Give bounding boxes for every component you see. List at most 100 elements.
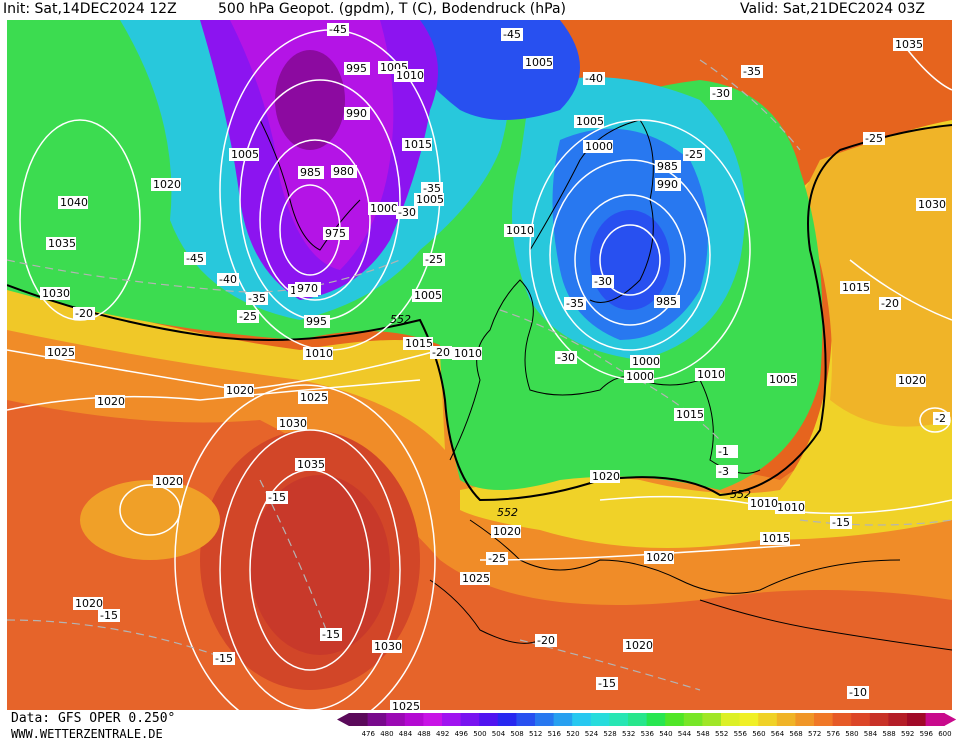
legend-swatch: [590, 713, 610, 726]
pressure-label: 1025: [300, 391, 328, 404]
temperature-label: -15: [322, 628, 340, 641]
data-source: Data: GFS OPER 0.250°: [11, 711, 176, 726]
legend-swatch: [814, 713, 834, 726]
legend-swatch: [516, 713, 536, 726]
legend-tick-label: 572: [808, 730, 821, 738]
pressure-label: 985: [657, 160, 678, 173]
legend-tick-label: 508: [510, 730, 523, 738]
yellow-band-atlantic: [7, 280, 445, 450]
legend-swatch: [739, 713, 759, 726]
temperature-label: -45: [329, 23, 347, 36]
legend-swatch: [497, 713, 517, 726]
legend-swatch: [553, 713, 573, 726]
legend-tick-label: 476: [362, 730, 376, 738]
init-time: Init: Sat,14DEC2024 12Z: [3, 1, 177, 17]
legend-swatch: [386, 713, 406, 726]
label-552: 552: [497, 506, 518, 519]
temperature-label: -40: [585, 72, 603, 85]
legend-tick-label: 492: [436, 730, 449, 738]
legend-swatch: [907, 713, 927, 726]
weather-map: 552 552 552 1035 1005 1010 995 1005 1005…: [7, 20, 952, 710]
pressure-label: 1005: [416, 193, 444, 206]
pressure-label: 1020: [153, 178, 181, 191]
legend-swatch: [423, 713, 443, 726]
pressure-label: 1020: [97, 395, 125, 408]
trough-core: [275, 50, 345, 150]
legend-tick-label: 512: [529, 730, 542, 738]
subtropical-high-center: [250, 475, 390, 655]
legend-tick-label: 544: [678, 730, 692, 738]
temperature-label: -40: [219, 273, 237, 286]
pressure-label: 1040: [60, 196, 88, 209]
temperature-label: -25: [239, 310, 257, 323]
pressure-label: 1005: [414, 289, 442, 302]
label-552: 552: [730, 488, 751, 501]
legend-swatch: [702, 713, 722, 726]
legend-tick-label: 560: [752, 730, 765, 738]
valid-time: Valid: Sat,21DEC2024 03Z: [740, 1, 926, 17]
legend-swatch: [683, 713, 703, 726]
pressure-label: 985: [300, 166, 321, 179]
legend-ticks: 476 480 484 488 492 496 500 504 508 512 516 520 524 5…: [362, 730, 952, 738]
map-header: Init: Sat,14DEC2024 12Z 500 hPa Geopot. …: [0, 0, 959, 20]
temperature-label: -2: [935, 412, 946, 425]
legend-tick-label: 568: [789, 730, 802, 738]
color-legend: 476 480 484 488 492 496 500 504 508 512 516 520 524 5…: [337, 713, 957, 738]
pressure-label: 1015: [405, 337, 433, 350]
legend-arrow-left: [337, 713, 349, 726]
warm-pocket-west: [80, 480, 220, 560]
legend-swatch: [851, 713, 871, 726]
legend-tick-label: 564: [771, 730, 785, 738]
pressure-label: 1010: [305, 347, 333, 360]
legend-tick-label: 520: [566, 730, 579, 738]
pressure-label: 1025: [47, 346, 75, 359]
pressure-label: 1000: [626, 370, 654, 383]
legend-tick-label: 500: [473, 730, 486, 738]
pressure-label: 1020: [75, 597, 103, 610]
legend-tick-label: 516: [548, 730, 562, 738]
legend-tick-label: 588: [882, 730, 895, 738]
temperature-label: -1: [718, 445, 729, 458]
pressure-label: 1005: [769, 373, 797, 386]
temperature-label: -10: [849, 686, 867, 699]
temperature-label: -25: [865, 132, 883, 145]
pressure-label: 990: [657, 178, 678, 191]
pressure-label: 1015: [404, 138, 432, 151]
pressure-label: 1020: [493, 525, 521, 538]
temperature-label: -15: [215, 652, 233, 665]
pressure-label: 1025: [392, 700, 420, 710]
pressure-label: 1035: [48, 237, 76, 250]
pressure-label: 995: [346, 62, 367, 75]
pressure-label: 1020: [646, 551, 674, 564]
temperature-label: -25: [488, 552, 506, 565]
temperature-label: -35: [248, 292, 266, 305]
legend-tick-label: 556: [734, 730, 748, 738]
temperature-label: -30: [594, 275, 612, 288]
legend-swatch: [460, 713, 480, 726]
isoline-552-labels: 552 552 552: [390, 313, 751, 519]
temperature-label: -35: [743, 65, 761, 78]
pressure-label: 1010: [454, 347, 482, 360]
legend-swatch: [869, 713, 889, 726]
legend-arrow-right: [944, 713, 957, 726]
pressure-label: 1030: [374, 640, 402, 653]
legend-swatch: [367, 713, 387, 726]
legend-tick-label: 536: [641, 730, 655, 738]
temperature-label: -15: [100, 609, 118, 622]
website-credit: WWW.WETTERZENTRALE.DE: [11, 727, 163, 741]
legend-swatch: [609, 713, 629, 726]
legend-tick-label: 528: [603, 730, 616, 738]
pressure-label: 1010: [750, 497, 778, 510]
temperature-label: -15: [598, 677, 616, 690]
temperature-label: -45: [186, 252, 204, 265]
temperature-label: -30: [398, 206, 416, 219]
legend-tick-label: 576: [827, 730, 841, 738]
legend-swatch: [832, 713, 852, 726]
pressure-label: 1010: [697, 368, 725, 381]
legend-tick-label: 592: [901, 730, 914, 738]
pressure-label: 1010: [777, 501, 805, 514]
legend-tick-label: 600: [938, 730, 951, 738]
temperature-labels: -45 -45 -40 -35 -30 -25 -35 -30 -25 -35 …: [73, 23, 950, 699]
temperature-label: -45: [503, 28, 521, 41]
map-title: 500 hPa Geopot. (gpdm), T (C), Bodendruc…: [218, 1, 566, 17]
